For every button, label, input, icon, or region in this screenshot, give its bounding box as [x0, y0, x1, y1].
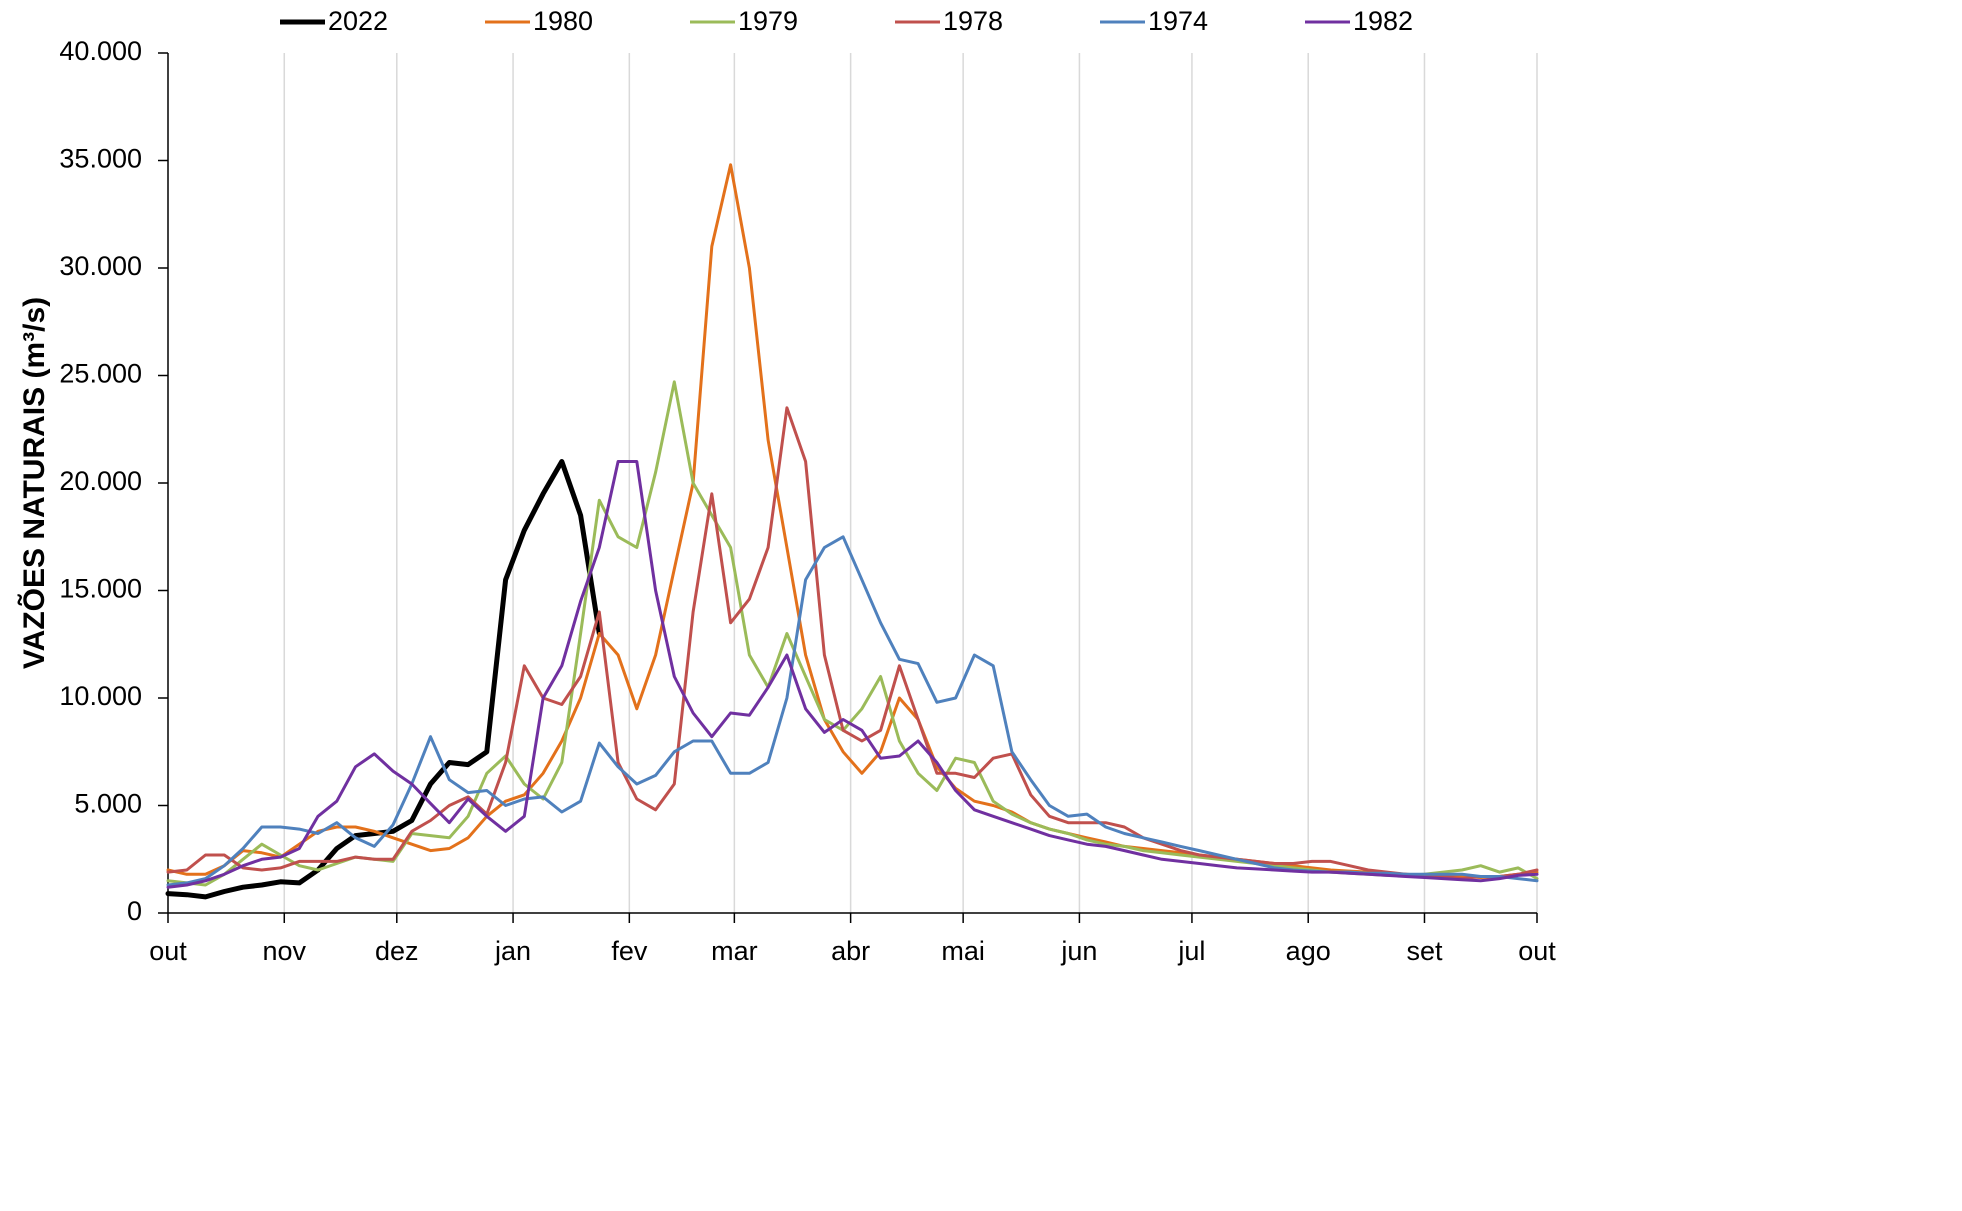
series-line [165, 459, 602, 900]
y-tick-label: 40.000 [59, 36, 142, 66]
x-tick-label: out [149, 936, 187, 966]
x-tick-label: dez [375, 936, 419, 966]
legend-label: 1979 [738, 6, 798, 36]
legend-label: 1974 [1148, 6, 1208, 36]
y-tick-label: 15.000 [59, 574, 142, 604]
y-tick-label: 20.000 [59, 466, 142, 496]
legend-label: 1982 [1353, 6, 1413, 36]
legend-label: 1980 [533, 6, 593, 36]
x-tick-label: jan [494, 936, 531, 966]
x-tick-label: mar [711, 936, 758, 966]
series-line [166, 163, 1539, 879]
x-tick-label: mai [941, 936, 985, 966]
y-tick-label: 10.000 [59, 681, 142, 711]
y-tick-label: 25.000 [59, 359, 142, 389]
x-tick-label: out [1518, 936, 1556, 966]
series-line [166, 380, 1539, 887]
legend-label: 2022 [328, 6, 388, 36]
series-line [166, 406, 1539, 881]
legend-label: 1978 [943, 6, 1003, 36]
x-tick-label: fev [611, 936, 648, 966]
y-tick-label: 0 [127, 896, 142, 926]
x-tick-label: jul [1177, 936, 1205, 966]
y-axis-title: VAZÕES NATURAIS (m³/s) [17, 297, 51, 669]
y-tick-label: 30.000 [59, 251, 142, 281]
x-tick-label: set [1406, 936, 1443, 966]
x-tick-label: jun [1060, 936, 1097, 966]
y-tick-label: 35.000 [59, 144, 142, 174]
y-tick-label: 5.000 [74, 789, 142, 819]
x-tick-label: abr [831, 936, 870, 966]
series-line [166, 460, 1539, 889]
x-tick-label: ago [1286, 936, 1331, 966]
x-tick-label: nov [262, 936, 306, 966]
